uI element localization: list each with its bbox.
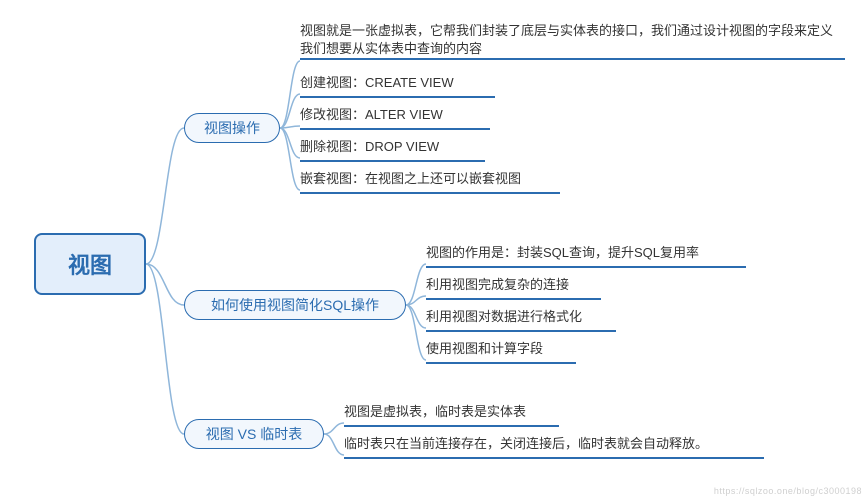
watermark: https://sqlzoo.one/blog/c3000198 bbox=[714, 486, 862, 496]
leaf-node: 创建视图：CREATE VIEW bbox=[300, 73, 495, 98]
leaf-node: 利用视图完成复杂的连接 bbox=[426, 275, 601, 300]
leaf-node: 嵌套视图：在视图之上还可以嵌套视图 bbox=[300, 169, 560, 194]
leaf-node: 视图的作用是：封装SQL查询，提升SQL复用率 bbox=[426, 243, 746, 268]
leaf-node: 视图就是一张虚拟表，它帮我们封装了底层与实体表的接口，我们通过设计视图的字段来定… bbox=[300, 22, 845, 60]
leaf-node: 修改视图：ALTER VIEW bbox=[300, 105, 490, 130]
leaf-node: 临时表只在当前连接存在，关闭连接后，临时表就会自动释放。 bbox=[344, 434, 764, 459]
leaf-node: 利用视图对数据进行格式化 bbox=[426, 307, 616, 332]
branch-node-b3: 视图 VS 临时表 bbox=[184, 419, 324, 449]
branch-node-b1: 视图操作 bbox=[184, 113, 280, 143]
root-node: 视图 bbox=[34, 233, 146, 295]
leaf-node: 删除视图：DROP VIEW bbox=[300, 137, 485, 162]
branch-node-b2: 如何使用视图简化SQL操作 bbox=[184, 290, 406, 320]
leaf-node: 使用视图和计算字段 bbox=[426, 339, 576, 364]
leaf-node: 视图是虚拟表，临时表是实体表 bbox=[344, 402, 559, 427]
